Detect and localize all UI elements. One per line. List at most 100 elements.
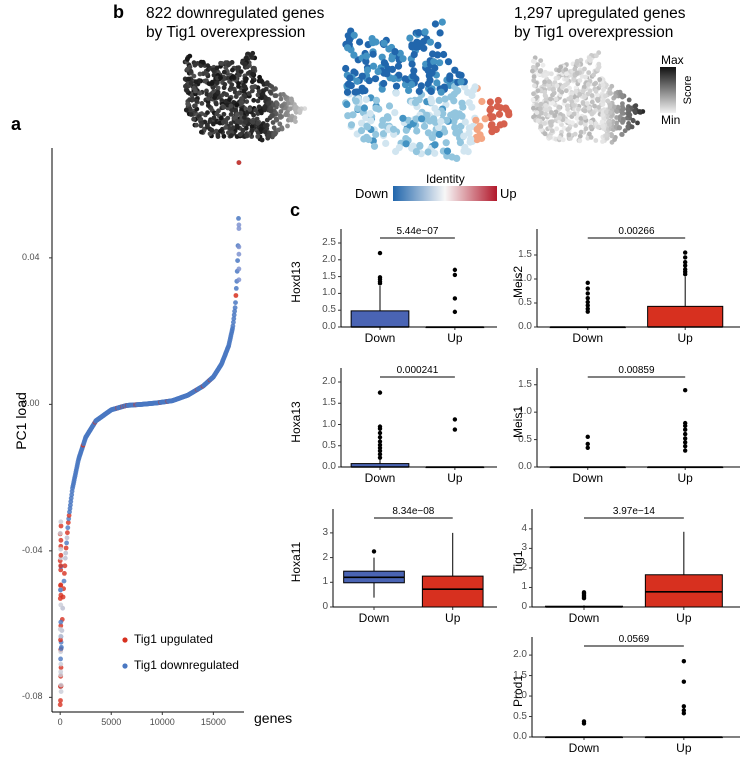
umap-cell	[444, 58, 453, 66]
pc1-point	[58, 661, 64, 667]
umap-cell	[365, 135, 373, 144]
umap-cell	[236, 81, 241, 86]
umap-cell	[263, 96, 268, 101]
umap-cell	[238, 69, 244, 74]
umap-cell	[431, 141, 439, 149]
outlier-point	[682, 443, 688, 449]
umap-cell	[592, 81, 597, 87]
umap-cell	[271, 102, 277, 108]
pc1-point	[236, 266, 242, 272]
umap-cell	[468, 91, 476, 100]
outlier-point	[682, 255, 688, 260]
umap-cell	[241, 88, 247, 94]
umap-cell	[530, 58, 536, 64]
boxplot-panels	[330, 229, 740, 740]
y-axis-title: Meis1	[511, 405, 525, 438]
p-value-label: 0.000241	[396, 365, 439, 376]
umap-cell	[607, 122, 612, 127]
box-iqr	[421, 575, 484, 608]
umap-cell	[424, 129, 432, 137]
umap-cell	[347, 121, 356, 129]
umap-cell	[269, 113, 275, 118]
umap-cell	[423, 111, 431, 119]
umap-cell	[601, 87, 606, 93]
score-legend-min: Min	[661, 113, 681, 127]
umap-cell	[473, 136, 481, 144]
umap-cell	[354, 104, 362, 112]
umap-cell	[344, 44, 352, 52]
umap-cell	[385, 102, 394, 110]
box-hoxa11	[330, 509, 497, 610]
umap-cell	[297, 108, 302, 113]
umap-cell	[198, 117, 204, 122]
umap-cell	[584, 101, 590, 106]
y-tick-label: 0	[322, 601, 328, 612]
umap-cell	[629, 124, 635, 130]
x-axis-title: genes	[254, 710, 293, 726]
umap-cell	[582, 94, 587, 99]
umap-cell	[426, 70, 434, 78]
pc1-point	[231, 312, 237, 318]
umap-cell	[205, 103, 211, 108]
umap-cell	[457, 122, 465, 130]
umap-cell	[614, 109, 620, 114]
umap-cell	[186, 76, 191, 82]
umap-cell	[234, 102, 240, 108]
x-tick-label: Up	[447, 331, 463, 345]
y-axis-title: Tig1	[511, 550, 525, 574]
umap-cell	[531, 105, 536, 111]
outlier-point	[585, 306, 590, 311]
umap-cell	[240, 127, 246, 133]
pc1-point	[236, 244, 242, 250]
umap-cell	[230, 74, 236, 79]
umap-cell	[622, 128, 628, 134]
umap-cell	[540, 62, 546, 68]
outlier-point	[377, 435, 383, 440]
y-tick-label: 2	[521, 561, 527, 573]
y-tick-label: 0.5	[518, 297, 532, 308]
umap-cell	[363, 66, 372, 74]
outlier-point	[585, 434, 590, 440]
umap-cell	[358, 72, 366, 80]
y-axis-title: Hoxa11	[289, 541, 303, 583]
umap-cell	[408, 60, 416, 68]
umap-cell	[543, 93, 548, 99]
umap-cell	[561, 125, 567, 131]
umap-cell	[434, 41, 442, 50]
outlier-point	[681, 708, 687, 713]
y-tick-label: 1.5	[518, 249, 532, 260]
umap-cell	[242, 84, 248, 90]
umap-cell	[277, 113, 283, 119]
outlier-point	[371, 549, 377, 554]
pc1-point	[58, 523, 64, 529]
umap-cell	[535, 118, 541, 124]
pc1-point	[236, 222, 242, 228]
umap-cell	[435, 96, 443, 104]
umap-cell	[548, 96, 553, 102]
umap-cell	[413, 42, 421, 50]
umap-cell	[207, 92, 213, 98]
umap-cell	[538, 101, 544, 107]
box-iqr	[647, 305, 724, 328]
umap-cell	[531, 78, 537, 83]
umap-cell	[218, 75, 223, 81]
x-tick-label: Down	[358, 611, 390, 625]
umap-cell	[382, 139, 390, 147]
umap-cell	[372, 130, 380, 139]
umap-cell	[350, 31, 358, 39]
x-tick-label: Up	[677, 331, 693, 345]
umap-cell	[255, 134, 261, 139]
umap-cell	[221, 85, 227, 91]
pc1-point	[65, 525, 71, 531]
y-axis-title: Meis2	[511, 265, 525, 299]
umap-cell	[352, 97, 360, 105]
umap-cell	[205, 110, 210, 115]
y-tick-label: 1	[322, 576, 328, 588]
umap-cell	[534, 102, 540, 108]
umap-cell	[633, 103, 639, 108]
umap-cell	[615, 104, 621, 110]
outlier-point	[681, 704, 687, 709]
x-tick-label: Up	[445, 611, 461, 625]
umap-cell	[223, 125, 229, 130]
